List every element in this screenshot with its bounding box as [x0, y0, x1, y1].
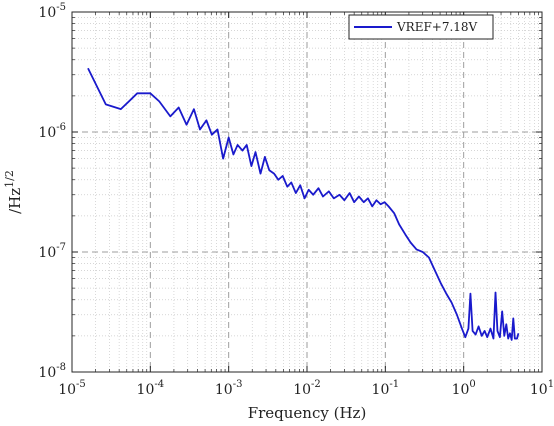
x-tick-label: 10-3: [215, 379, 243, 398]
x-tick-label: 101: [530, 379, 554, 398]
x-tick-labels: 10-5 10-4 10-3 10-2 10-1 100 101: [58, 379, 554, 398]
legend: VREF+7.18V: [348, 14, 494, 40]
x-tick-label-exponent: -5: [76, 379, 86, 390]
x-tick-label-base: 10: [137, 382, 155, 398]
legend-box: [348, 14, 494, 40]
y-tick-label-exponent: -6: [56, 122, 66, 133]
x-tick-label-base: 10: [452, 382, 470, 398]
y-tick-label: 10-5: [38, 2, 66, 21]
x-tick-label-base: 10: [58, 382, 76, 398]
x-tick-label-exponent: 1: [548, 379, 554, 390]
y-tick-labels: 10-810-710-610-5: [38, 2, 66, 381]
x-tick-label: 10-4: [137, 379, 165, 398]
x-tick-label: 10-1: [372, 379, 400, 398]
grid-lines: [71, 11, 543, 373]
series-line-0: [87, 67, 520, 341]
y-axis-label-exponent: 1/2: [3, 170, 16, 188]
x-axis-label: Frequency (Hz): [248, 404, 367, 422]
y-tick-label-exponent: -5: [56, 2, 66, 13]
x-tick-label: 100: [452, 379, 476, 398]
x-tick-label: 10-5: [58, 379, 86, 398]
x-tick-label-base: 10: [293, 382, 311, 398]
y-tick-label-base: 10: [38, 365, 56, 381]
series-layer: [87, 67, 520, 341]
x-tick-label-base: 10: [372, 382, 390, 398]
y-tick-label: 10-8: [38, 362, 66, 381]
x-tick-label-exponent: -1: [389, 379, 399, 390]
y-tick-label: 10-6: [38, 122, 66, 141]
y-tick-label-base: 10: [38, 125, 56, 141]
y-tick-label-exponent: -8: [56, 362, 66, 373]
legend-label: VREF+7.18V: [396, 20, 478, 34]
y-tick-label-base: 10: [38, 245, 56, 261]
y-tick-label-exponent: -7: [56, 242, 66, 253]
x-tick-label-base: 10: [215, 382, 233, 398]
y-tick-label: 10-7: [38, 242, 66, 261]
x-tick-label-exponent: -4: [154, 379, 164, 390]
x-tick-label: 10-2: [293, 379, 321, 398]
x-tick-label-exponent: -3: [233, 379, 243, 390]
x-tick-label-exponent: 0: [469, 379, 475, 390]
y-axis-label: /Hz1/2: [3, 170, 24, 214]
x-tick-label-exponent: -2: [311, 379, 321, 390]
y-axis-label-unit: /Hz: [6, 188, 24, 214]
y-tick-label-base: 10: [38, 5, 56, 21]
x-tick-label-base: 10: [530, 382, 548, 398]
